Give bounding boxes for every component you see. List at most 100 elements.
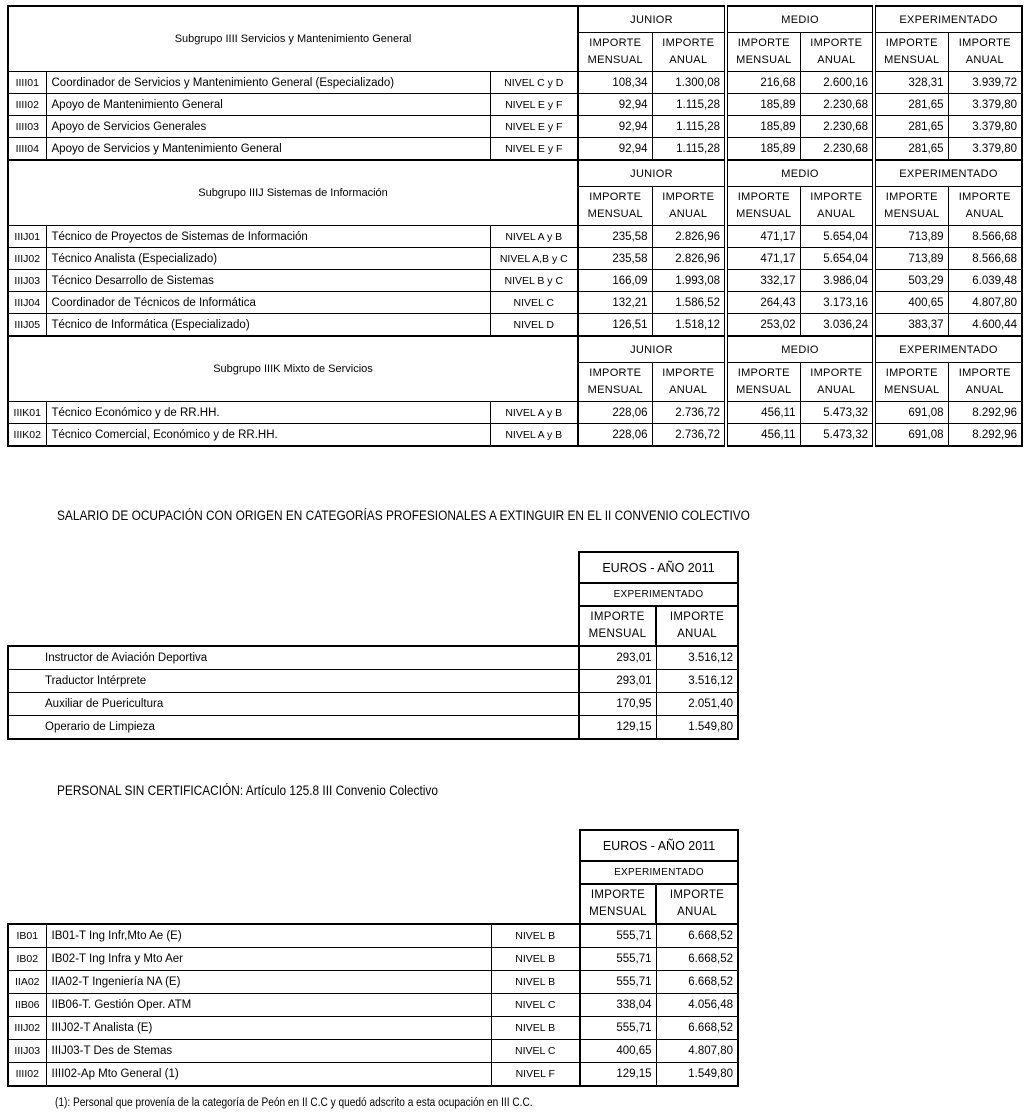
- importe-label: IMPORTE: [885, 191, 938, 203]
- row-value: 3.379,80: [947, 93, 1023, 116]
- row-code: IIIJ01: [7, 225, 47, 248]
- importe-label: IMPORTE: [589, 37, 642, 49]
- row-nivel: NIVEL A y B: [489, 401, 579, 424]
- row-description: Técnico Comercial, Económico y de RR.HH.: [45, 423, 491, 447]
- row-nivel: NIVEL E y F: [489, 115, 579, 138]
- column-group-header: MEDIO: [724, 159, 875, 187]
- section-title: Subgrupo IIII Servicios y Mantenimiento …: [7, 5, 579, 72]
- row-value: 1.115,28: [651, 115, 727, 138]
- row-value: 92,94: [577, 115, 653, 138]
- table-sin-cert: EUROS - AÑO 2011 EXPERIMENTADO IMPORTE MENS…: [7, 829, 739, 1087]
- importe-mensual-header: IMPORTE MENSUAL: [872, 32, 949, 72]
- row-nivel: NIVEL B: [490, 947, 581, 971]
- row-code: IIIJ02: [7, 1016, 47, 1040]
- importe-anual-header: IMPORTE ANUAL: [651, 186, 727, 226]
- row-importe-mensual: 170,95: [578, 692, 657, 716]
- row-value: 281,65: [872, 115, 949, 138]
- row-importe-anual: 2.051,40: [655, 692, 739, 716]
- section-title: Subgrupo IIIJ Sistemas de Información: [7, 159, 579, 226]
- row-value: 3.173,16: [799, 291, 875, 314]
- row-importe-mensual: 129,15: [579, 1062, 657, 1087]
- row-code: IIB06: [7, 993, 47, 1017]
- row-value: 126,51: [577, 313, 653, 337]
- period-label: MENSUAL: [587, 208, 643, 220]
- header-spacer: [8, 884, 580, 924]
- row-value: 471,17: [724, 225, 801, 248]
- importe-mensual-header: IMPORTE MENSUAL: [724, 186, 801, 226]
- table-row: IIIJ04 Coordinador de Técnicos de Informá…: [7, 291, 1023, 314]
- row-nivel: NIVEL C: [490, 1039, 581, 1063]
- row-value: 400,65: [872, 291, 949, 314]
- row-value: 8.292,96: [947, 401, 1023, 424]
- row-value: 2.826,96: [651, 225, 727, 248]
- row-importe-mensual: 293,01: [578, 669, 657, 693]
- row-value: 8.566,68: [947, 247, 1023, 270]
- importe-label: IMPORTE: [885, 367, 938, 379]
- importe-mensual-header: IMPORTE MENSUAL: [872, 186, 949, 226]
- period-label: MENSUAL: [588, 628, 647, 640]
- table-row: IIII01 Coordinador de Servicios y Manteni…: [7, 71, 1023, 94]
- row-value: 1.115,28: [651, 137, 727, 161]
- row-code: IIII02: [7, 1062, 47, 1087]
- row-value: 4.807,80: [947, 291, 1023, 314]
- row-description: Apoyo de Servicios y Mantenimiento Gener…: [45, 137, 491, 161]
- heading-sin-cert: PERSONAL SIN CERTIFICACIÓN: Artículo 125…: [57, 783, 438, 798]
- importe-label: IMPORTE: [590, 611, 645, 623]
- header-spacer: [8, 830, 580, 861]
- table-row: IIB06 IIB06-T. Gestión Oper. ATM NIVEL C 33…: [7, 993, 739, 1017]
- column-group-header: JUNIOR: [577, 5, 727, 33]
- row-importe-anual: 3.516,12: [655, 669, 739, 693]
- importe-label: IMPORTE: [589, 367, 642, 379]
- row-value: 5.654,04: [799, 225, 875, 248]
- column-group-header: JUNIOR: [577, 159, 727, 187]
- period-label: ANUAL: [817, 384, 856, 396]
- table-row: IIIK01 Técnico Económico y de RR.HH. NIVEL…: [7, 401, 1023, 424]
- table-extinguir: EUROS - AÑO 2011 EXPERIMENTADO IMPORTE MENS…: [7, 551, 739, 740]
- column-group-header: EXPERIMENTADO: [872, 5, 1023, 33]
- importe-mensual-header: IMPORTE MENSUAL: [579, 883, 657, 925]
- row-description: IIB06-T. Gestión Oper. ATM: [45, 993, 492, 1017]
- row-value: 253,02: [724, 313, 801, 337]
- row-code: IIII02: [7, 93, 47, 116]
- row-value: 228,06: [577, 401, 653, 424]
- table-row: IIIK02 Técnico Comercial, Económico y de …: [7, 423, 1023, 447]
- table-row: IIIJ02 Técnico Analista (Especializado) NI…: [7, 247, 1023, 270]
- row-description: IIA02-T Ingeniería NA (E): [45, 970, 492, 994]
- importe-label: IMPORTE: [662, 191, 715, 203]
- row-value: 456,11: [724, 423, 801, 447]
- row-value: 6.039,48: [947, 269, 1023, 292]
- row-value: 1.300,08: [651, 71, 727, 94]
- importe-mensual-header: IMPORTE MENSUAL: [724, 362, 801, 402]
- importe-label: IMPORTE: [662, 37, 715, 49]
- row-nivel: NIVEL E y F: [489, 93, 579, 116]
- table-row: IB02 IB02-T Ing Infra y Mto Aer NIVEL B 555…: [7, 947, 739, 971]
- period-label: ANUAL: [669, 384, 708, 396]
- row-importe-anual: 1.549,80: [655, 715, 739, 740]
- row-value: 132,21: [577, 291, 653, 314]
- row-code: IIIJ03: [7, 1039, 47, 1063]
- table-row: IB01 IB01-T Ing Infr,Mto Ae (E) NIVEL B 555…: [7, 923, 739, 948]
- importe-label: IMPORTE: [737, 367, 790, 379]
- column-group-header: EXPERIMENTADO: [872, 159, 1023, 187]
- row-description: Coordinador de Servicios y Mantenimiento…: [45, 71, 491, 94]
- row-value: 185,89: [724, 93, 801, 116]
- row-nivel: NIVEL F: [490, 1062, 581, 1087]
- row-nivel: NIVEL B: [490, 923, 581, 948]
- importe-anual-header: IMPORTE ANUAL: [651, 362, 727, 402]
- period-label: MENSUAL: [587, 54, 643, 66]
- row-value: 5.473,32: [799, 423, 875, 447]
- row-value: 713,89: [872, 225, 949, 248]
- row-value: 1.586,52: [651, 291, 727, 314]
- importe-mensual-header: IMPORTE MENSUAL: [872, 362, 949, 402]
- importe-label: IMPORTE: [737, 37, 790, 49]
- importe-label: IMPORTE: [590, 889, 646, 901]
- row-value: 1.115,28: [651, 93, 727, 116]
- row-value: 3.379,80: [947, 115, 1023, 138]
- column-group-header: MEDIO: [724, 5, 875, 33]
- period-label: ANUAL: [677, 906, 717, 918]
- importe-anual-header: IMPORTE ANUAL: [799, 186, 875, 226]
- importe-label: IMPORTE: [669, 889, 725, 901]
- row-description: Auxiliar de Puericultura: [7, 692, 580, 716]
- importe-label: IMPORTE: [958, 191, 1011, 203]
- row-value: 8.566,68: [947, 225, 1023, 248]
